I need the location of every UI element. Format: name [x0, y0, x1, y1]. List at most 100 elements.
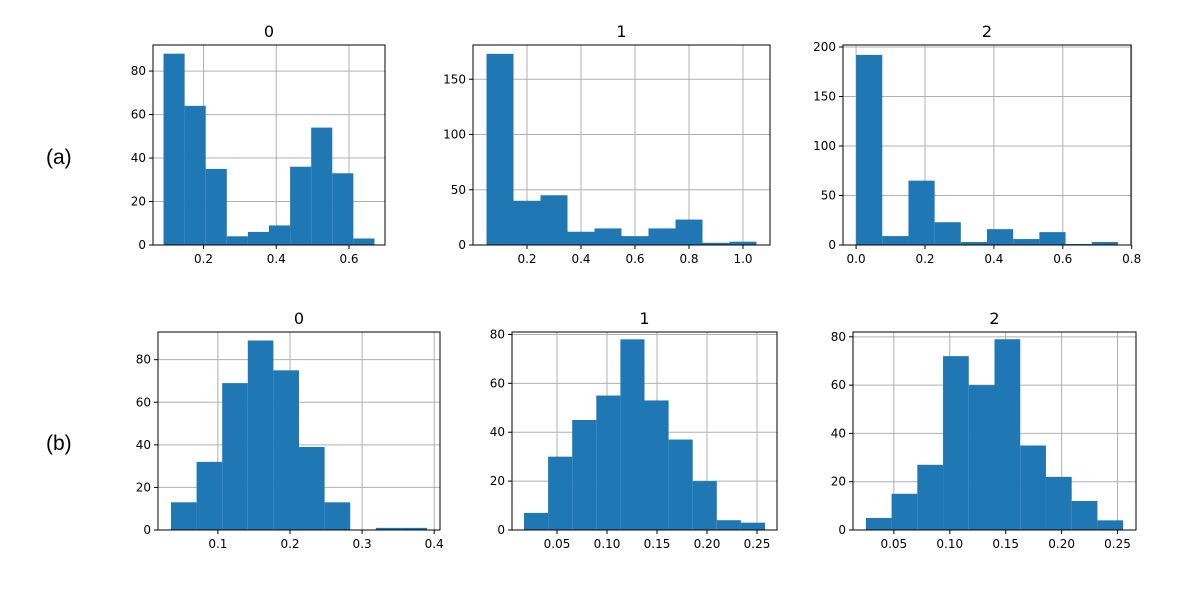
x-tick-label: 0.25 [744, 537, 771, 551]
x-tick-label: 0.2 [280, 537, 299, 551]
histogram-bar [968, 385, 995, 530]
histogram-bar [994, 339, 1021, 530]
subplot-title: 2 [989, 309, 999, 328]
x-tick-label: 0.10 [936, 537, 963, 551]
histogram-b-0: 0.1 0.2 0.3 0.4 0 20 40 60 80 0 [136, 309, 444, 551]
x-tick-label: 0.4 [267, 252, 286, 266]
plot-frame [472, 44, 771, 246]
x-tick-label: 0.6 [625, 252, 644, 266]
histogram-bar [1045, 476, 1072, 530]
y-tick-label: 200 [813, 40, 836, 54]
x-tick-label: 0.15 [992, 537, 1019, 551]
histogram-a-2: 0.0 0.2 0.4 0.6 0.8 0 50 100 150 200 2 [813, 22, 1141, 266]
histogram-bar [675, 219, 703, 245]
histogram-bar [716, 520, 741, 530]
y-tick-label: 80 [136, 353, 151, 367]
histogram-bar [226, 236, 248, 245]
histogram-bar [934, 222, 961, 245]
x-tick-label: 0.2 [915, 252, 934, 266]
histogram-bar [170, 502, 197, 530]
histogram-bar [486, 53, 514, 245]
subplot-title: 2 [982, 22, 992, 41]
histogram-bar [648, 228, 676, 245]
histogram-bar [891, 493, 918, 530]
histogram-bar [943, 356, 969, 530]
histogram-bar [960, 242, 987, 245]
histogram-bar [856, 54, 883, 246]
subplot-title: 1 [639, 309, 649, 328]
histogram-bar [247, 340, 274, 530]
histogram-bar [311, 127, 333, 245]
histogram-bar [644, 400, 669, 530]
histogram-bar [273, 370, 299, 530]
histogram-bar [184, 105, 206, 245]
histogram-bar [205, 168, 227, 245]
x-tick-label: 0.4 [425, 537, 444, 551]
y-tick-label: 20 [131, 195, 146, 209]
histogram-bar [917, 464, 944, 530]
histogram-b-1: 0.05 0.10 0.15 0.20 0.25 0 20 40 60 80 1 [490, 309, 778, 551]
y-tick-label: 0 [497, 523, 505, 537]
histogram-bar [572, 420, 597, 530]
histogram-b-2: 0.05 0.10 0.15 0.20 0.25 0 20 40 60 80 2 [831, 309, 1137, 551]
histogram-bar [594, 228, 622, 245]
row-label-b: (b) [46, 432, 72, 455]
y-tick-label: 100 [813, 139, 836, 153]
x-tick-label: 0.20 [1048, 537, 1075, 551]
histogram-bar [269, 225, 291, 245]
plot-frame [152, 44, 386, 246]
plot-frame [842, 44, 1132, 246]
plot-frame [852, 331, 1137, 531]
x-tick-label: 0.8 [1122, 252, 1141, 266]
histogram-bar [987, 229, 1014, 245]
histogram-a-1: 0.2 0.4 0.6 0.8 1.0 0 50 100 150 1 [443, 22, 771, 266]
x-tick-label: 0.6 [339, 252, 358, 266]
histogram-bar [865, 517, 892, 530]
histogram-bar [196, 461, 223, 530]
x-tick-label: 0.05 [880, 537, 907, 551]
histogram-bar [1091, 242, 1118, 245]
histogram-bar [908, 180, 935, 245]
y-tick-label: 60 [490, 376, 505, 390]
histogram-bar [353, 238, 375, 245]
x-tick-label: 0.4 [984, 252, 1003, 266]
histogram-bar [1020, 445, 1046, 530]
x-tick-label: 0.25 [1104, 537, 1131, 551]
histogram-bar [1097, 520, 1124, 530]
histogram-bar [668, 439, 693, 530]
y-tick-label: 0 [143, 523, 151, 537]
x-tick-label: 0.15 [644, 537, 671, 551]
y-tick-label: 80 [831, 330, 846, 344]
y-tick-label: 60 [136, 395, 151, 409]
histogram-bar [324, 502, 351, 530]
y-tick-label: 60 [131, 108, 146, 122]
histogram-bar [401, 527, 428, 530]
y-tick-label: 0 [838, 523, 846, 537]
histogram-bar [163, 53, 185, 246]
y-tick-label: 80 [131, 64, 146, 78]
y-tick-label: 150 [443, 72, 466, 86]
histogram-bar [882, 236, 909, 245]
histogram-a-0: 0.2 0.4 0.6 0 20 40 60 80 0 [131, 22, 386, 266]
histogram-bar [540, 195, 568, 245]
histogram-bar [548, 456, 573, 530]
histogram-bar [740, 522, 765, 530]
histogram-bar [375, 527, 402, 530]
y-tick-label: 80 [490, 327, 505, 341]
x-tick-label: 0.8 [679, 252, 698, 266]
y-tick-label: 40 [131, 151, 146, 165]
histogram-bar [620, 339, 645, 530]
histogram-bar [567, 231, 595, 245]
x-tick-label: 0.1 [208, 537, 227, 551]
y-tick-label: 40 [136, 438, 151, 452]
y-tick-label: 40 [490, 425, 505, 439]
x-tick-label: 0.20 [694, 537, 721, 551]
x-tick-label: 1.0 [733, 252, 752, 266]
histogram-bar [729, 241, 757, 245]
histogram-bar [524, 512, 549, 530]
histogram-bar [247, 231, 269, 245]
x-tick-label: 0.05 [544, 537, 571, 551]
y-tick-label: 60 [831, 378, 846, 392]
plot-frame [157, 331, 441, 531]
histogram-bar [513, 200, 541, 245]
